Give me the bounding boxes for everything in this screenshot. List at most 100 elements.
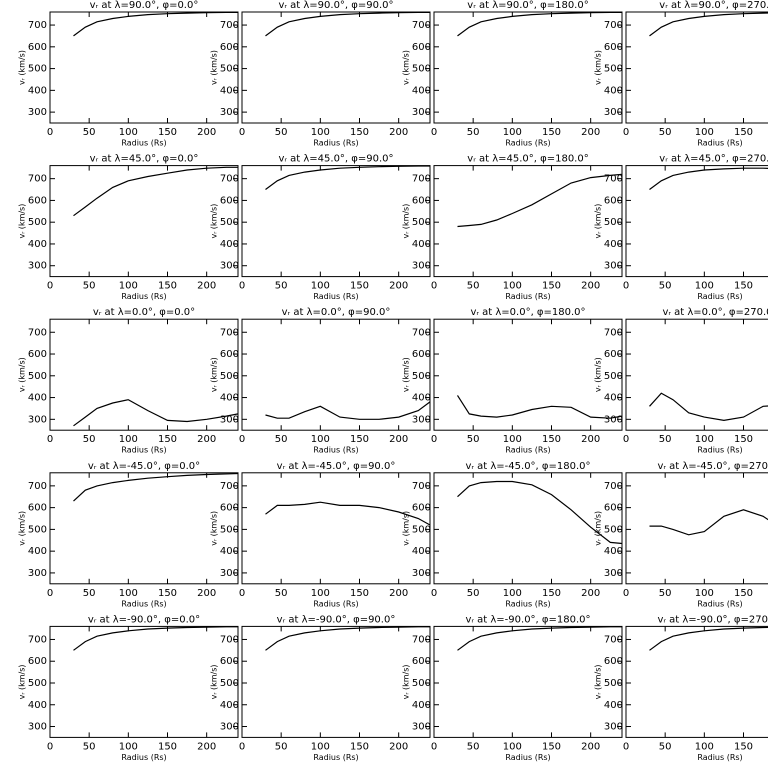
- y-tick-label: 400: [28, 393, 47, 404]
- data-line: [457, 626, 622, 651]
- x-tick-label: 200: [389, 127, 408, 138]
- y-tick-label: 300: [220, 107, 239, 118]
- x-tick-label: 100: [695, 127, 714, 138]
- x-tick-label: 50: [275, 281, 288, 292]
- y-tick-label: 500: [604, 371, 623, 382]
- y-tick-label: 500: [604, 217, 623, 228]
- x-axis-label: Radius (Rs): [313, 139, 358, 148]
- x-tick-label: 150: [542, 741, 561, 752]
- y-tick-label: 600: [220, 503, 239, 514]
- y-tick-label: 700: [28, 481, 47, 492]
- data-line: [73, 166, 238, 217]
- y-tick-label: 600: [28, 349, 47, 360]
- plot-frame: [433, 318, 623, 431]
- x-tick-label: 0: [239, 281, 245, 292]
- y-axis-label: vᵣ (km/s): [594, 664, 603, 699]
- x-axis-label: Radius (Rs): [697, 599, 742, 608]
- x-tick-label: 0: [431, 434, 437, 445]
- x-tick-label: 100: [311, 127, 330, 138]
- y-tick-label: 500: [28, 217, 47, 228]
- data-line: [265, 501, 431, 526]
- y-axis-label: vᵣ (km/s): [18, 357, 27, 392]
- chart-title: vᵣ at λ=45.0°, φ=180.0°: [467, 154, 588, 165]
- y-tick-label: 300: [220, 722, 239, 733]
- x-tick-label: 100: [119, 588, 138, 599]
- x-tick-label: 100: [695, 741, 714, 752]
- x-axis-label: Radius (Rs): [121, 292, 166, 301]
- x-tick-label: 50: [275, 434, 288, 445]
- y-axis-label: vᵣ (km/s): [18, 664, 27, 699]
- x-axis-label: Radius (Rs): [697, 139, 742, 148]
- y-tick-label: 500: [412, 524, 431, 535]
- x-tick-label: 200: [581, 127, 600, 138]
- y-tick-label: 500: [28, 678, 47, 689]
- y-axis-label: vᵣ (km/s): [402, 357, 411, 392]
- x-axis-label: Radius (Rs): [121, 446, 166, 455]
- x-tick-label: 200: [197, 434, 216, 445]
- x-tick-label: 0: [623, 127, 629, 138]
- x-tick-label: 150: [542, 588, 561, 599]
- data-line: [649, 392, 768, 422]
- plot-frame: [49, 318, 239, 431]
- x-tick-label: 150: [158, 588, 177, 599]
- x-tick-label: 150: [542, 281, 561, 292]
- y-tick-label: 700: [412, 174, 431, 185]
- data-line: [649, 12, 768, 37]
- plot-frame: [241, 625, 431, 738]
- y-axis-label: vᵣ (km/s): [18, 204, 27, 239]
- x-tick-label: 50: [275, 127, 288, 138]
- x-axis-label: Radius (Rs): [505, 139, 550, 148]
- y-tick-label: 500: [604, 524, 623, 535]
- x-tick-label: 0: [623, 741, 629, 752]
- x-tick-label: 100: [503, 127, 522, 138]
- y-tick-label: 500: [412, 678, 431, 689]
- x-tick-label: 100: [311, 434, 330, 445]
- x-tick-label: 100: [119, 281, 138, 292]
- chart-title: vᵣ at λ=-45.0°, φ=0.0°: [88, 461, 200, 472]
- y-tick-label: 700: [604, 174, 623, 185]
- data-line: [649, 509, 768, 536]
- x-tick-label: 200: [389, 434, 408, 445]
- y-tick-label: 700: [28, 634, 47, 645]
- y-tick-label: 700: [604, 634, 623, 645]
- y-tick-label: 300: [604, 107, 623, 118]
- plot-frame: [433, 625, 623, 738]
- y-tick-label: 700: [412, 20, 431, 31]
- x-tick-label: 200: [581, 588, 600, 599]
- x-axis-label: Radius (Rs): [505, 292, 550, 301]
- y-tick-label: 300: [220, 568, 239, 579]
- y-tick-label: 700: [28, 20, 47, 31]
- y-tick-label: 300: [604, 568, 623, 579]
- data-line: [73, 472, 239, 502]
- data-line: [649, 626, 768, 651]
- y-axis-label: vᵣ (km/s): [402, 664, 411, 699]
- y-tick-label: 700: [220, 481, 239, 492]
- y-tick-label: 400: [604, 239, 623, 250]
- plot-frame: [241, 318, 431, 431]
- y-tick-label: 300: [412, 568, 431, 579]
- y-tick-label: 300: [28, 107, 47, 118]
- x-tick-label: 0: [239, 127, 245, 138]
- x-tick-label: 50: [467, 281, 480, 292]
- y-tick-label: 600: [220, 349, 239, 360]
- x-tick-label: 50: [659, 127, 672, 138]
- y-tick-label: 300: [220, 414, 239, 425]
- data-line: [265, 401, 431, 420]
- x-tick-label: 150: [158, 434, 177, 445]
- chart-title: vᵣ at λ=-45.0°, φ=90.0°: [277, 461, 396, 472]
- x-axis-label: Radius (Rs): [505, 753, 550, 762]
- y-tick-label: 700: [412, 481, 431, 492]
- x-axis-label: Radius (Rs): [313, 753, 358, 762]
- x-tick-label: 50: [83, 434, 96, 445]
- x-tick-label: 100: [503, 588, 522, 599]
- x-axis-label: Radius (Rs): [505, 599, 550, 608]
- x-tick-label: 150: [734, 127, 753, 138]
- y-tick-label: 700: [28, 327, 47, 338]
- y-tick-label: 600: [412, 195, 431, 206]
- plot-frame: [49, 11, 239, 124]
- plot-frame: [241, 472, 431, 585]
- plot-frame: [49, 165, 239, 278]
- x-tick-label: 0: [47, 588, 53, 599]
- x-axis-label: Radius (Rs): [121, 753, 166, 762]
- x-tick-label: 50: [275, 588, 288, 599]
